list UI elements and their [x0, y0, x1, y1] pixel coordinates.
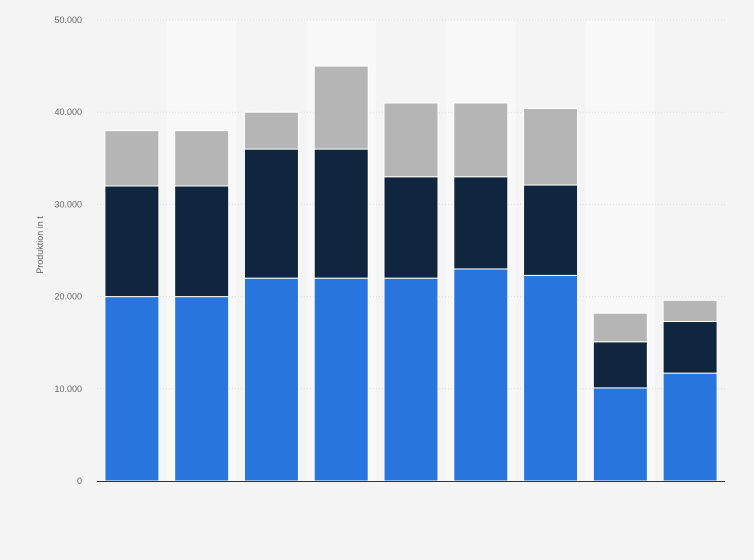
bar-segment-series-3[interactable]: [592, 312, 648, 343]
y-tick-labels: 0 10.000 20.000 30.000 40.000 50.000: [54, 15, 82, 486]
bar-segment-series-1[interactable]: [523, 274, 579, 482]
y-tick-label: 30.000: [54, 199, 82, 209]
bar-segment-series-2[interactable]: [104, 185, 160, 298]
bar-segment-series-1[interactable]: [453, 268, 509, 482]
bar-segment-series-1[interactable]: [592, 387, 648, 482]
y-tick-label: 10.000: [54, 384, 82, 394]
bar-segment-series-2[interactable]: [243, 148, 299, 279]
bar-segment-series-3[interactable]: [383, 102, 439, 178]
bar-segment-series-3[interactable]: [662, 299, 718, 322]
bar-segment-series-2[interactable]: [174, 185, 230, 298]
bar-segment-series-3[interactable]: [243, 111, 299, 150]
y-tick-label: 0: [77, 476, 82, 486]
bar-segment-series-2[interactable]: [592, 341, 648, 389]
bars: [104, 65, 718, 482]
y-axis-title: Produktion in t: [35, 216, 45, 274]
y-tick-label: 20.000: [54, 292, 82, 302]
y-tick-label: 40.000: [54, 107, 82, 117]
bar-segment-series-2[interactable]: [453, 176, 509, 270]
bar-segment-series-1[interactable]: [313, 277, 369, 482]
bar-segment-series-3[interactable]: [104, 130, 160, 187]
bar-segment-series-1[interactable]: [243, 277, 299, 482]
bar-segment-series-2[interactable]: [313, 148, 369, 279]
bar-segment-series-2[interactable]: [662, 320, 718, 374]
bar-segment-series-2[interactable]: [523, 184, 579, 276]
bar-segment-series-3[interactable]: [174, 130, 230, 187]
y-tick-label: 50.000: [54, 15, 82, 25]
bar-segment-series-2[interactable]: [383, 176, 439, 279]
bar-segment-series-1[interactable]: [104, 296, 160, 482]
bar-segment-series-1[interactable]: [174, 296, 230, 482]
bar-segment-series-3[interactable]: [523, 108, 579, 186]
bar-segment-series-1[interactable]: [383, 277, 439, 482]
bar-segment-series-3[interactable]: [453, 102, 509, 178]
bar-segment-series-1[interactable]: [662, 372, 718, 482]
bar-segment-series-3[interactable]: [313, 65, 369, 150]
